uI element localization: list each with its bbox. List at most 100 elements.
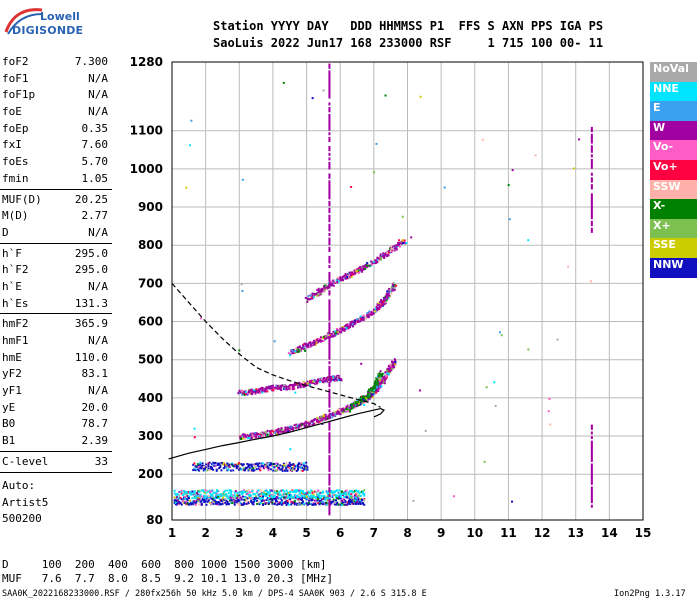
echo-point [366,394,369,397]
echo-point [286,465,289,468]
echo-point [361,401,364,404]
echo-point [338,495,341,498]
echo-point [295,426,298,429]
echo-point [590,177,593,181]
echo-point [207,463,210,466]
x-tick-label: 9 [437,526,445,540]
echo-point [276,468,279,471]
echo-point [302,464,305,467]
echo-point [260,462,263,465]
echo-point [328,102,331,106]
echo-point [360,400,363,403]
echo-point [284,428,287,431]
echo-point [285,496,288,499]
param-label: foF1p [2,88,36,102]
echo-point [269,431,272,434]
echo-point [223,491,226,494]
echo-point [369,313,372,316]
echo-point [274,388,277,391]
echo-point [265,432,268,435]
echo-point [362,265,365,268]
echo-point [337,377,340,380]
echo-point [418,389,421,392]
echo-point [231,463,234,466]
echo-point [325,378,328,381]
echo-point [304,382,307,385]
echo-point [229,496,232,499]
echo-point [276,432,279,435]
echo-point [344,493,347,496]
echo-point [317,421,320,424]
echo-point [219,464,222,467]
echo-point [279,501,282,504]
echo-point [305,492,308,495]
echo-point [231,495,234,498]
echo-point [365,399,368,402]
echo-point [590,445,593,449]
echo-point [251,490,254,493]
echo-point [323,337,326,340]
echo-point [291,489,294,492]
echo-point [410,236,413,239]
echo-point [259,391,262,394]
echo-point [204,496,207,499]
echo-point [333,411,336,414]
echo-point [322,335,325,338]
echo-point [391,367,394,370]
echo-point [265,499,268,502]
echo-point [230,498,233,501]
echo-point [340,502,343,505]
echo-point [233,463,236,466]
param-value: 1.05 [81,171,109,185]
echo-point [328,249,331,253]
echo-point [210,495,213,498]
echo-point [328,409,331,413]
echo-point [285,492,288,495]
echo-point [237,498,240,501]
echo-point [311,503,314,506]
echo-point [340,491,343,494]
muf-row: MUF 7.6 7.7 8.0 8.5 9.2 10.1 13.0 20.3 [… [2,572,334,585]
echo-point [299,493,302,496]
echo-point [328,180,331,184]
echo-point [251,391,254,394]
echo-point [527,348,530,351]
echo-point [388,369,391,372]
echo-point [328,338,331,342]
echo-point [258,496,261,499]
echo-point [326,377,329,380]
echo-point [249,389,252,392]
echo-point [378,385,381,388]
echo-point [316,502,319,505]
x-tick-label: 11 [500,526,517,540]
echo-point [358,269,361,272]
echo-point [547,410,550,413]
echo-point [328,265,331,269]
echo-point [296,490,299,493]
echo-point [288,467,291,470]
echo-point [197,490,200,493]
echo-point [286,426,289,429]
echo-point [297,350,300,353]
echo-point [316,289,319,292]
echo-point [250,500,253,503]
echo-point [211,493,214,496]
echo-point [345,325,348,328]
echo-point [254,464,257,467]
echo-point [221,492,224,495]
echo-point [246,462,249,465]
echo-point [335,330,338,333]
echo-point [238,495,241,498]
echo-point [211,463,214,466]
echo-point [311,497,314,500]
echo-point [311,420,314,423]
echo-point [220,495,223,498]
param-value: 78.7 [81,417,109,431]
echo-point [205,503,208,506]
echo-point [395,244,398,247]
echo-point [385,292,388,295]
echo-point [292,467,295,470]
echo-point [369,312,372,315]
echo-point [274,386,277,389]
echo-point [355,489,358,492]
